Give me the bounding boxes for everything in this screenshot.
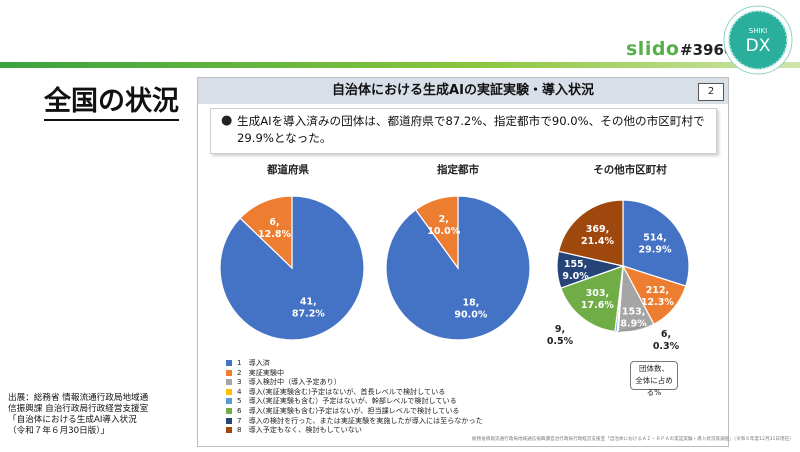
slido-logo: slido [626, 38, 680, 60]
legend-label: 1 導入済 [237, 358, 270, 367]
legend-swatch [226, 407, 232, 414]
legend-label: 2 実証実験中 [237, 367, 285, 377]
slide-page-number: 2 [698, 83, 724, 101]
data-label: 41, 87.2% [292, 296, 325, 319]
data-label: 212, 12.3% [641, 285, 674, 308]
legend-label: 3 導入検討中（導入予定あり） [237, 377, 341, 387]
legend-label: 6 導入(実証実験も含む)予定はないが、担当課レベルで検討している [237, 405, 460, 415]
data-label: 2, 10.0% [427, 214, 460, 237]
pie-slice [557, 199, 624, 267]
chart-title-other-municipalities: その他市区町村 [593, 164, 667, 176]
data-label: 6, 12.8% [258, 217, 291, 240]
legend-swatch [226, 398, 232, 405]
slide-source: 総務省情報流通行政局地域通信振興課自治行政局行政経営支援室「自治体におけるＡＩ・… [472, 437, 794, 442]
leader-line [617, 325, 646, 333]
legend-swatch [226, 427, 232, 434]
data-label: 6, 0.3% [653, 329, 680, 352]
credit-line: （令和７年６月30日版）」 [8, 426, 110, 436]
pie-charts: 41, 87.2% 6, 12.8% 18, 90.0% 2, 10.0% 514, 29.9% 2… [219, 195, 690, 352]
embedded-slide: 自治体における生成AIの実証実験・導入状況 2 ● 生成AIを導入済みの団体は、… [197, 77, 794, 447]
data-label: 369, 21.4% [581, 224, 614, 247]
chart-title-prefectures: 都道府県 [267, 164, 309, 176]
legend-label: 8 導入予定もなく、検討もしていない [237, 425, 362, 435]
pie-slice [560, 265, 624, 333]
data-label: 155, 9.0% [562, 259, 589, 282]
data-label: 514, 29.9% [639, 233, 672, 256]
note-line-2: 全体に占める% [635, 376, 673, 397]
shiki-dx-badge: SHIKI DX [723, 5, 793, 75]
legend-swatch [226, 369, 232, 376]
data-label: 9, 0.5% [547, 324, 574, 347]
data-label: 303, 17.6% [581, 288, 614, 311]
legend-label: 7 導入の検討を行った、または実証実験を実施したが導入には至らなかった [237, 415, 483, 425]
legend-note: 団体数、 全体に占める% [630, 361, 678, 397]
legend-swatch [226, 417, 232, 424]
legend-swatch [226, 388, 232, 395]
source-credit: 出展：総務省 情報流通行政局地域通 信振興課 自治行政局行政経営支援室 「自治体… [8, 393, 198, 437]
legend-label: 5 導入(実証実験も含む）予定はないが、幹部レベルで検討している [237, 396, 457, 406]
legend-swatch [226, 360, 232, 366]
legend-swatch [226, 379, 232, 386]
legend-label: 4 導入(実証実験含む)予定はないが、首長レベルで検討している [237, 386, 446, 396]
summary-box: ● 生成AIを導入済みの団体は、都道府県で87.2%、指定都市で90.0%、その… [210, 108, 717, 154]
pie-slice [622, 199, 690, 287]
pie-slice [414, 195, 459, 270]
data-label: 18, 90.0% [454, 298, 487, 321]
badge-top-text: SHIKI [749, 27, 767, 35]
credit-line: 信振興課 自治行政局行政経営支援室 [8, 404, 149, 414]
badge-main-text: DX [746, 36, 771, 56]
summary-text: 生成AIを導入済みの団体は、都道府県で87.2%、指定都市で90.0%、その他の… [237, 114, 705, 145]
pie-slice [239, 195, 293, 270]
page-title: 全国の状況 [44, 86, 179, 121]
header-accent-bar [0, 62, 800, 68]
bullet-icon: ● [221, 113, 233, 128]
chart-title-designated-cities: 指定都市 [437, 164, 479, 176]
note-line-1: 団体数、 [639, 364, 669, 373]
slide-title: 自治体における生成AIの実証実験・導入状況 [198, 78, 728, 104]
credit-line: 「自治体における生成AI導入状況 [8, 415, 137, 425]
data-label: 153, 8.9% [620, 306, 647, 329]
credit-line: 出展：総務省 情報流通行政局地域通 [8, 393, 149, 403]
